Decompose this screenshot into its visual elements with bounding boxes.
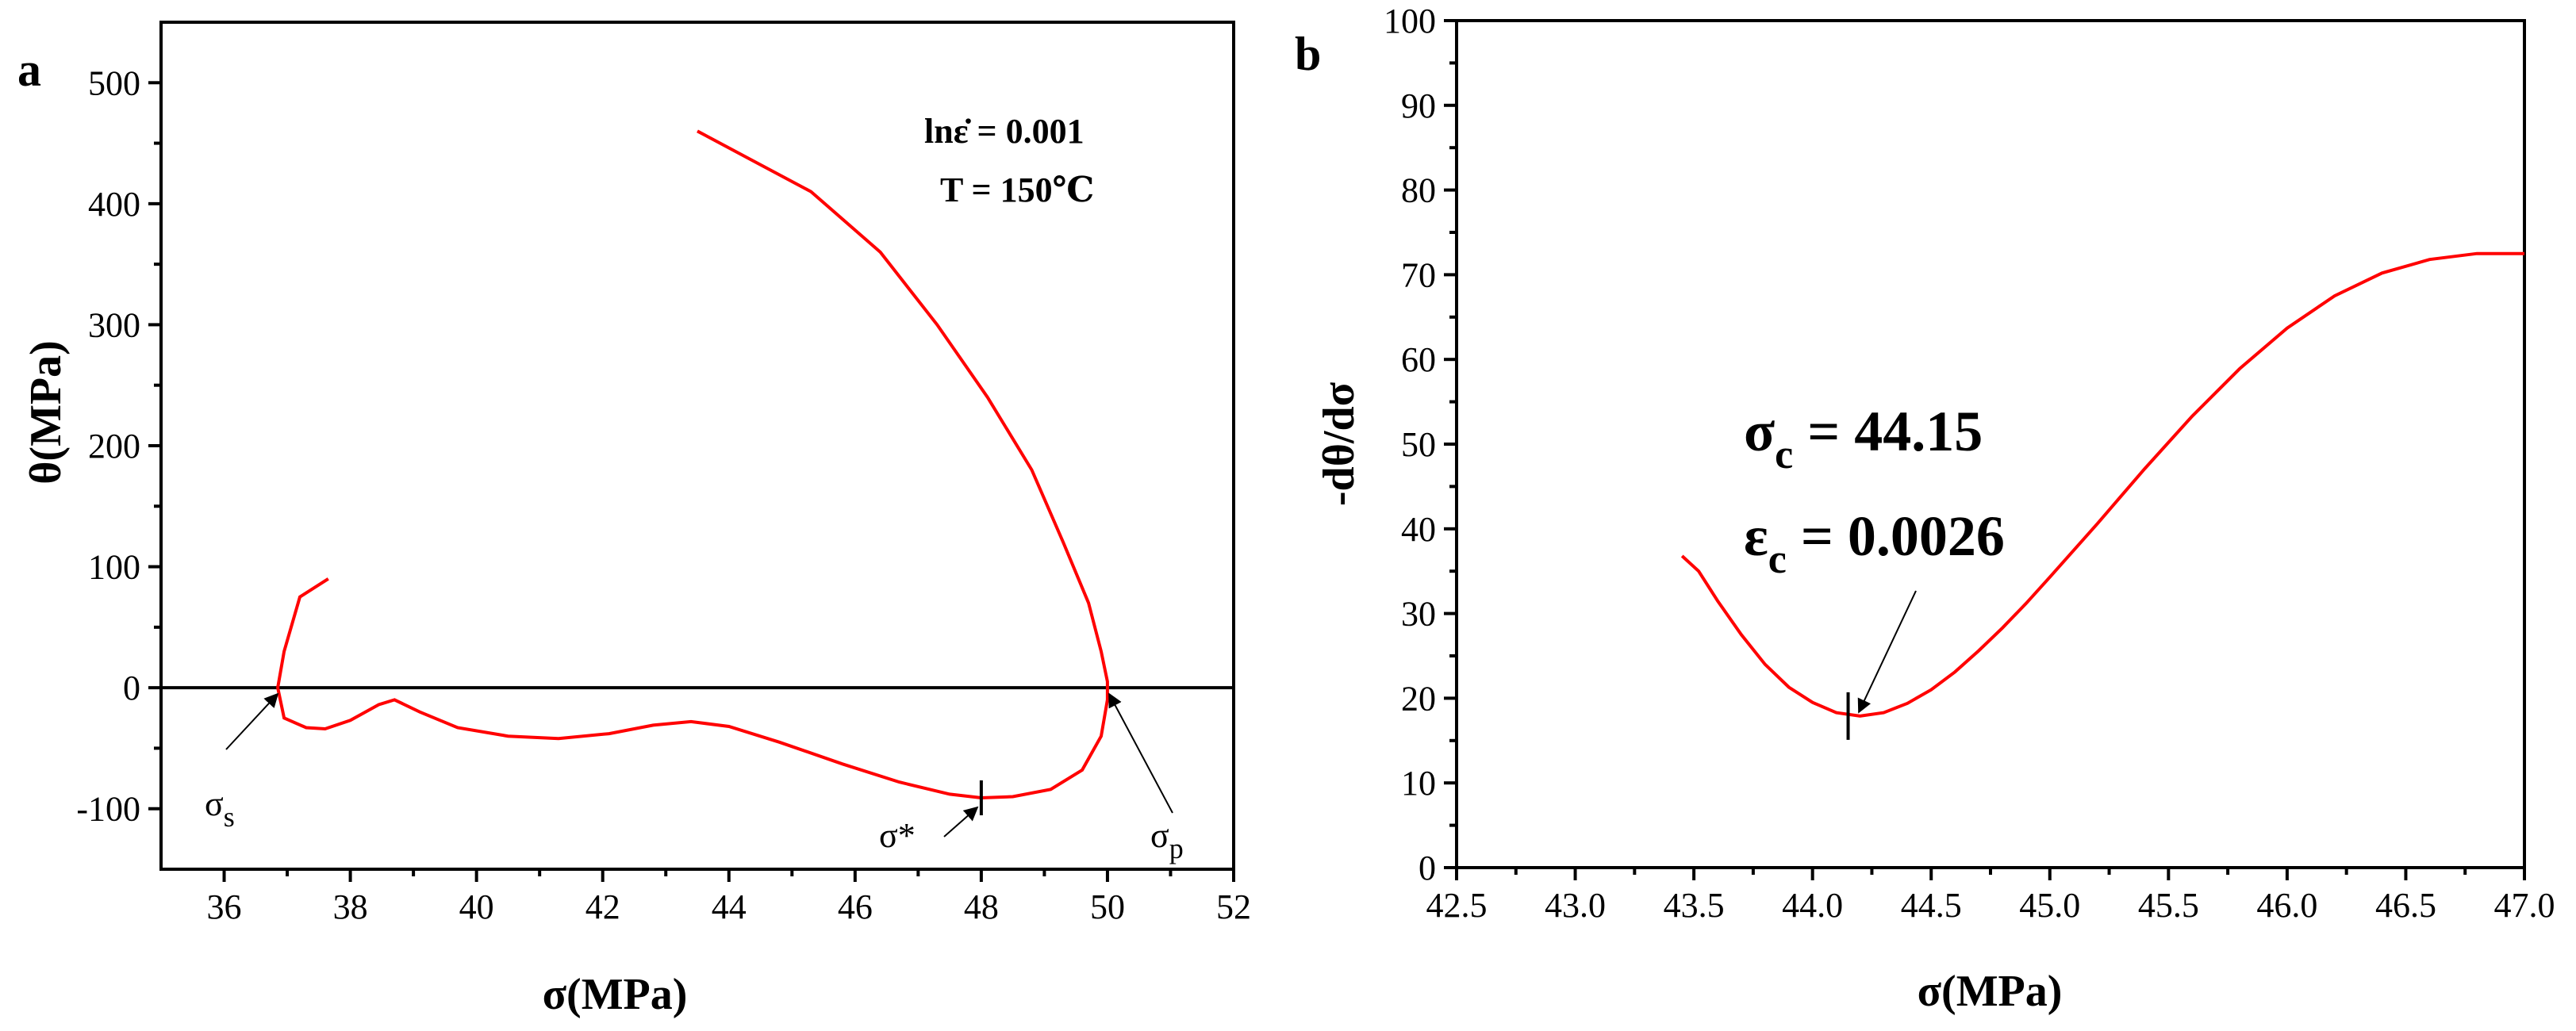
panel-b-x-tick-label: 43.0 [1545, 886, 1606, 925]
panel-a-y-tick-label: 0 [123, 669, 140, 707]
panel-b-x-tick-label: 42.5 [1426, 886, 1488, 925]
panel-b-x-tick-label: 44.0 [1782, 886, 1843, 925]
panel-b-x-tick-label: 45.5 [2138, 886, 2199, 925]
panel-a-x-tick-label: 50 [1090, 887, 1125, 926]
panel-a-curve [276, 129, 1109, 800]
panel-b-x-ticks: 42.5 43.0 43.5 44.0 44.5 45.0 45.5 46.0 46.5 47.0 [1426, 868, 2555, 925]
panel-b-x-tick-label: 46.0 [2256, 886, 2317, 925]
panel-b-y-tick-label: 0 [1419, 849, 1436, 887]
legend-temperature: T = 150℃ [940, 171, 1094, 209]
panel-b-x-tick-label: 43.5 [1664, 886, 1725, 925]
panel-b-x-tick-label: 46.5 [2375, 886, 2436, 925]
panel-b: b 42.5 43.0 43.5 44.0 44.5 45.0 45.5 46.0 46.5 47… [1295, 2, 2555, 1016]
sigma-star-arrow [943, 806, 979, 837]
panel-b-y-tick-label: 60 [1401, 340, 1436, 379]
panel-a-x-tick-label: 38 [333, 887, 368, 926]
panel-a-x-tick-label: 48 [964, 887, 999, 926]
panel-a-y-tick-label: 400 [88, 185, 140, 224]
legend-strain-rate: lnε̇ = 0.001 [924, 112, 1085, 151]
panel-a-y-ticks: -100 0 100 200 300 400 500 [76, 63, 161, 829]
panel-a-y-tick-label: 200 [88, 427, 140, 466]
epsilon-c-annotation: εc = 0.0026 [1744, 504, 2005, 582]
panel-b-y-tick-label: 10 [1401, 764, 1436, 803]
panel-a-y-tick-label: 500 [88, 63, 140, 102]
panel-b-x-tick-label: 47.0 [2494, 886, 2555, 925]
panel-b-curve [1680, 251, 2524, 718]
panel-b-label: b [1295, 28, 1321, 80]
panel-a-x-ticks: 36 38 40 42 44 46 48 50 52 [207, 869, 1251, 926]
sigma-s-label: σs [205, 784, 235, 833]
panel-a-label: a [17, 44, 41, 96]
panel-a-y-tick-label: -100 [76, 790, 140, 829]
panel-a-y-label: θ(MPa) [21, 340, 71, 485]
sigma-p-arrow [1108, 692, 1173, 814]
panel-b-y-tick-label: 20 [1401, 679, 1436, 718]
panel-b-y-label: -dθ/dσ [1315, 381, 1364, 506]
panel-a-x-tick-label: 52 [1216, 887, 1251, 926]
panel-b-y-tick-label: 50 [1401, 425, 1436, 464]
sigma-s-arrow [225, 692, 279, 750]
panel-b-y-tick-label: 90 [1401, 86, 1436, 125]
panel-a-x-tick-label: 40 [459, 887, 494, 926]
panel-b-y-ticks: 0 10 20 30 40 50 60 70 80 90 100 [1384, 2, 1457, 887]
critical-point-arrow [1857, 590, 1917, 714]
panel-a-x-tick-label: 44 [712, 887, 747, 926]
sigma-c-annotation: σc = 44.15 [1744, 400, 1983, 477]
panel-b-y-tick-label: 40 [1401, 510, 1436, 549]
sigma-star-label: σ* [879, 816, 916, 855]
panel-a-y-tick-label: 100 [88, 548, 140, 587]
panel-a-x-tick-label: 46 [838, 887, 873, 926]
panel-b-y-tick-label: 100 [1384, 2, 1436, 40]
panel-a: a 36 38 40 42 44 46 48 50 52 -100 0 100 200 300 400 50… [17, 21, 1251, 1019]
panel-a-x-tick-label: 36 [207, 887, 242, 926]
panel-b-y-tick-label: 80 [1401, 171, 1436, 210]
panel-a-x-tick-label: 42 [585, 887, 620, 926]
panel-a-x-label: σ(MPa) [543, 970, 688, 1019]
panel-b-frame [1455, 19, 2526, 869]
panel-b-x-tick-label: 45.0 [2019, 886, 2080, 925]
panel-b-y-tick-label: 70 [1401, 255, 1436, 294]
sigma-p-label: σp [1150, 816, 1184, 864]
panel-b-x-label: σ(MPa) [1918, 967, 2063, 1016]
panel-b-y-tick-label: 30 [1401, 595, 1436, 634]
panel-b-x-tick-label: 44.5 [1901, 886, 1962, 925]
panel-a-y-tick-label: 300 [88, 305, 140, 344]
